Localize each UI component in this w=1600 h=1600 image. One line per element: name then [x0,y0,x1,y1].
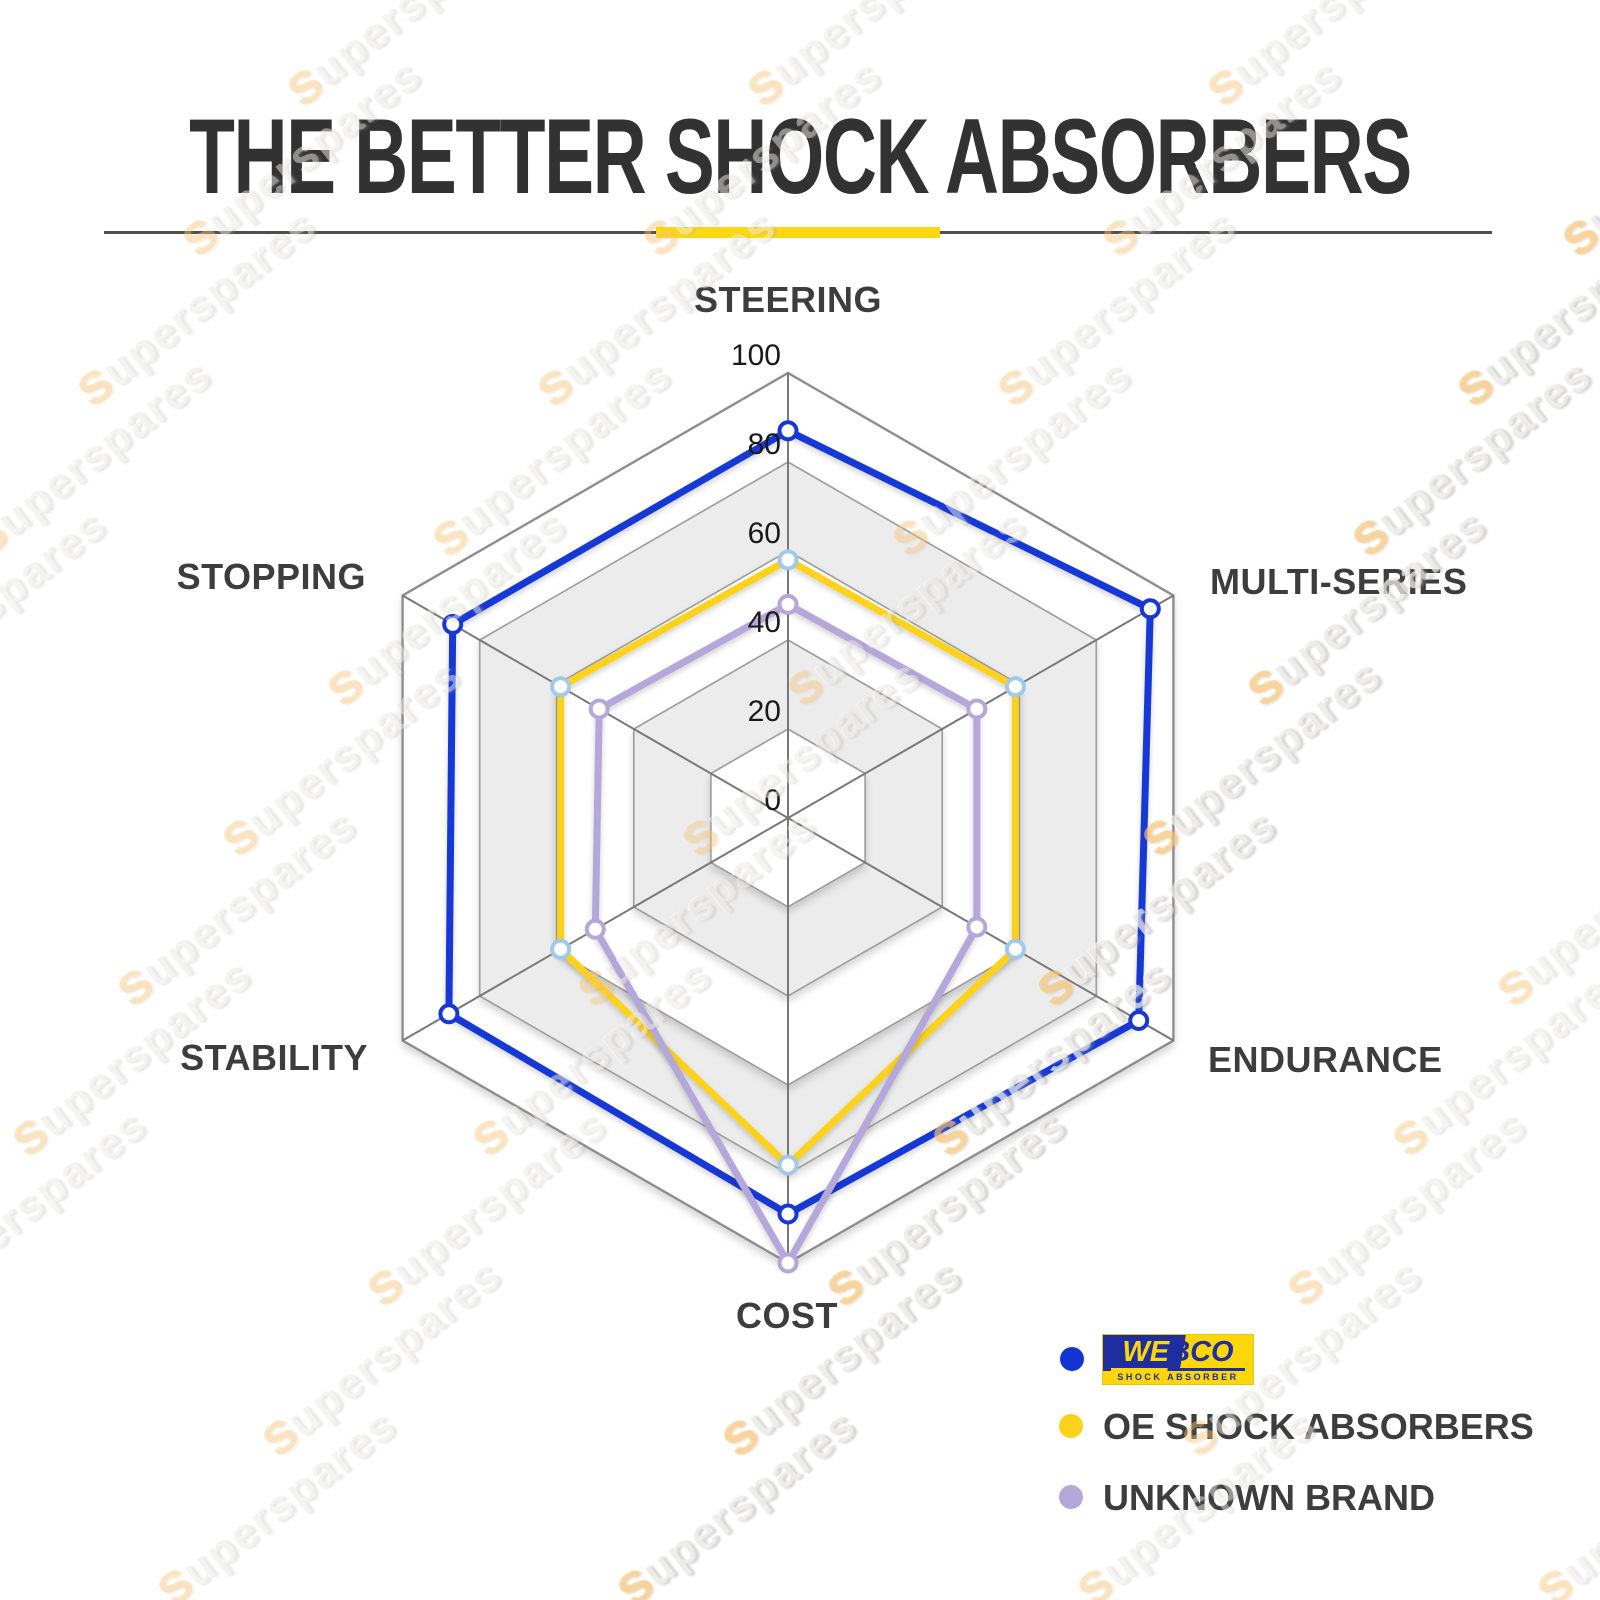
axis-label-cost: COST [735,1295,839,1336]
axis-label-stopping: STOPPING [176,556,366,597]
series-marker-oe-shock-absorbers-stability [550,938,572,960]
series-marker-oe-shock-absorbers-stopping [550,676,572,698]
series-marker-webco-multi-series [1139,598,1161,620]
series-marker-oe-shock-absorbers-endurance [1004,938,1026,960]
legend-dot-oe [1059,1414,1083,1438]
series-marker-webco-stopping [442,613,464,635]
axis-label-endurance: ENDURANCE [1208,1039,1443,1080]
tick-label-100: 100 [730,339,781,372]
series-marker-unknown-brand-steering [777,593,799,615]
webco-logo-word-left: WE [1122,1336,1170,1368]
tick-label-40: 40 [747,606,781,639]
tick-label-0: 0 [764,784,781,817]
webco-logo-word-right: BCO [1169,1336,1234,1368]
series-marker-oe-shock-absorbers-multi-series [1004,676,1026,698]
series-marker-unknown-brand-stopping [588,698,610,720]
tick-label-80: 80 [747,428,781,461]
series-marker-unknown-brand-endurance [966,916,988,938]
legend-dot-webco [1060,1347,1084,1371]
axis-label-steering: STEERING [693,279,883,320]
legend-label-oe: OE SHOCK ABSORBERS [1103,1406,1534,1447]
legend-label-unknown: UNKNOWN BRAND [1103,1477,1435,1518]
series-marker-webco-steering [777,420,799,442]
webco-logo-subtext: SHOCK ABSORBER [1103,1371,1253,1384]
series-marker-unknown-brand-cost [777,1252,799,1274]
webco-logo-underline [1111,1368,1245,1371]
series-marker-oe-shock-absorbers-steering [777,549,799,571]
axis-label-multi-series: MULTI-SERIES [1210,561,1468,602]
webco-logo-wordmark: WEBCO [1103,1335,1253,1371]
series-marker-unknown-brand-multi-series [966,698,988,720]
series-marker-unknown-brand-stability [584,918,606,940]
series-marker-oe-shock-absorbers-cost [777,1154,799,1176]
page-title: THE BETTER SHOCK ABSORBERS [189,96,1412,216]
series-marker-webco-stability [438,1003,460,1025]
webco-logo: WEBCO SHOCK ABSORBER [1103,1335,1253,1384]
tick-label-60: 60 [747,517,781,550]
legend-dot-unknown [1059,1485,1083,1509]
series-marker-webco-cost [777,1203,799,1225]
axis-label-stability: STABILITY [180,1037,368,1078]
series-marker-webco-endurance [1128,1010,1150,1031]
title-divider-accent [656,227,940,238]
tick-label-20: 20 [747,695,781,728]
